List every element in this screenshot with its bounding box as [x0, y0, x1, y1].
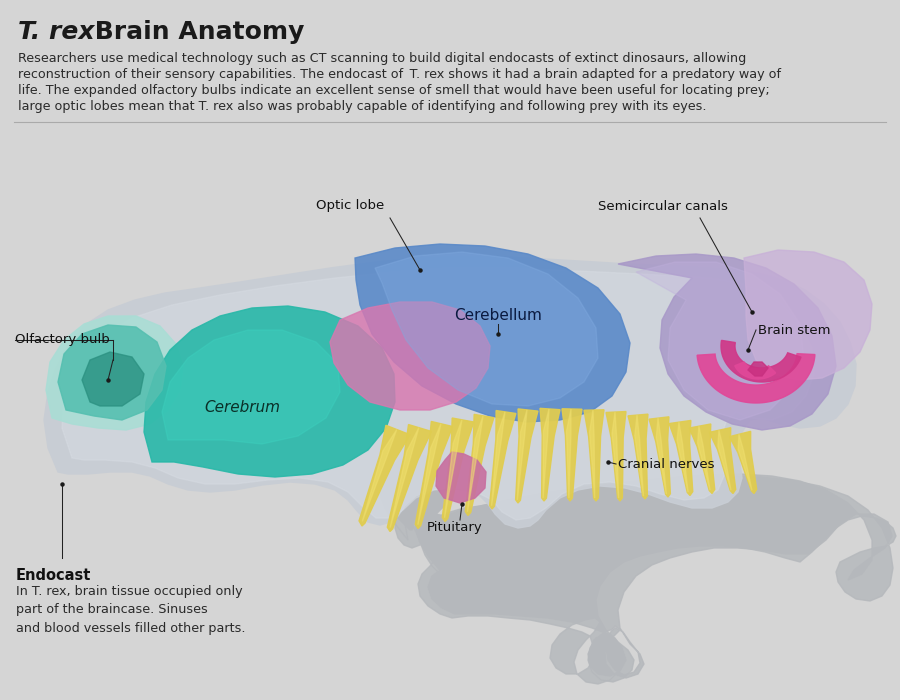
Polygon shape	[82, 352, 144, 406]
Polygon shape	[562, 409, 582, 501]
Polygon shape	[612, 412, 618, 498]
Polygon shape	[363, 430, 397, 522]
Polygon shape	[543, 409, 549, 498]
Polygon shape	[516, 409, 538, 503]
Polygon shape	[606, 412, 626, 501]
Polygon shape	[718, 430, 731, 490]
Polygon shape	[540, 408, 560, 501]
Text: large optic lobes mean that T. rex also was probably capable of identifying and : large optic lobes mean that T. rex also …	[18, 100, 706, 113]
Text: T. rex: T. rex	[18, 20, 94, 44]
Text: Brain stem: Brain stem	[758, 323, 831, 337]
Polygon shape	[465, 414, 494, 515]
Polygon shape	[636, 262, 804, 420]
Polygon shape	[669, 421, 693, 496]
Polygon shape	[491, 412, 505, 506]
Polygon shape	[490, 410, 516, 509]
Polygon shape	[467, 416, 483, 512]
Polygon shape	[634, 415, 644, 496]
Text: Optic lobe: Optic lobe	[316, 199, 384, 213]
Text: In T. rex, brain tissue occupied only
part of the braincase. Sinuses
and blood v: In T. rex, brain tissue occupied only pa…	[16, 585, 246, 635]
Text: Cerebrum: Cerebrum	[204, 400, 280, 416]
Polygon shape	[144, 306, 395, 477]
Text: Olfactory bulb: Olfactory bulb	[15, 333, 110, 346]
Polygon shape	[445, 420, 462, 518]
Text: life. The expanded olfactory bulbs indicate an excellent sense of smell that wou: life. The expanded olfactory bulbs indic…	[18, 84, 770, 97]
Polygon shape	[698, 354, 814, 403]
Polygon shape	[359, 426, 410, 526]
Polygon shape	[738, 434, 752, 490]
Text: Endocast: Endocast	[16, 568, 92, 583]
Polygon shape	[649, 416, 670, 497]
Polygon shape	[518, 410, 527, 500]
Text: Semicircular canals: Semicircular canals	[598, 199, 728, 213]
Text: reconstruction of their sensory capabilities. The endocast of  T. rex shows it h: reconstruction of their sensory capabili…	[18, 68, 781, 81]
Polygon shape	[734, 362, 776, 379]
Polygon shape	[709, 428, 735, 494]
Polygon shape	[744, 250, 872, 380]
Polygon shape	[566, 409, 571, 498]
Polygon shape	[162, 330, 340, 444]
Polygon shape	[415, 421, 453, 528]
Polygon shape	[618, 254, 836, 430]
Polygon shape	[590, 410, 595, 498]
Text: Brain Anatomy: Brain Anatomy	[86, 20, 304, 44]
Text: Cerebellum: Cerebellum	[454, 309, 542, 323]
Polygon shape	[391, 428, 419, 528]
Polygon shape	[418, 424, 441, 525]
Polygon shape	[387, 425, 431, 531]
Polygon shape	[62, 268, 814, 520]
Text: Cranial nerves: Cranial nerves	[618, 458, 715, 470]
Polygon shape	[677, 422, 688, 492]
Polygon shape	[46, 316, 183, 430]
Text: Researchers use medical technology such as CT scanning to build digital endocast: Researchers use medical technology such …	[18, 52, 746, 65]
Polygon shape	[442, 418, 473, 522]
Polygon shape	[748, 362, 768, 376]
Polygon shape	[628, 414, 648, 499]
Polygon shape	[375, 252, 598, 406]
Polygon shape	[382, 455, 892, 678]
Polygon shape	[656, 418, 666, 494]
Polygon shape	[729, 431, 757, 493]
Polygon shape	[698, 426, 710, 490]
Text: Pituitary: Pituitary	[428, 522, 483, 535]
Polygon shape	[380, 460, 896, 684]
Polygon shape	[355, 244, 630, 422]
Polygon shape	[436, 452, 486, 503]
Polygon shape	[584, 410, 604, 501]
Polygon shape	[58, 325, 166, 420]
Polygon shape	[330, 302, 490, 410]
Polygon shape	[44, 256, 856, 528]
Polygon shape	[689, 424, 715, 494]
Polygon shape	[721, 340, 801, 382]
